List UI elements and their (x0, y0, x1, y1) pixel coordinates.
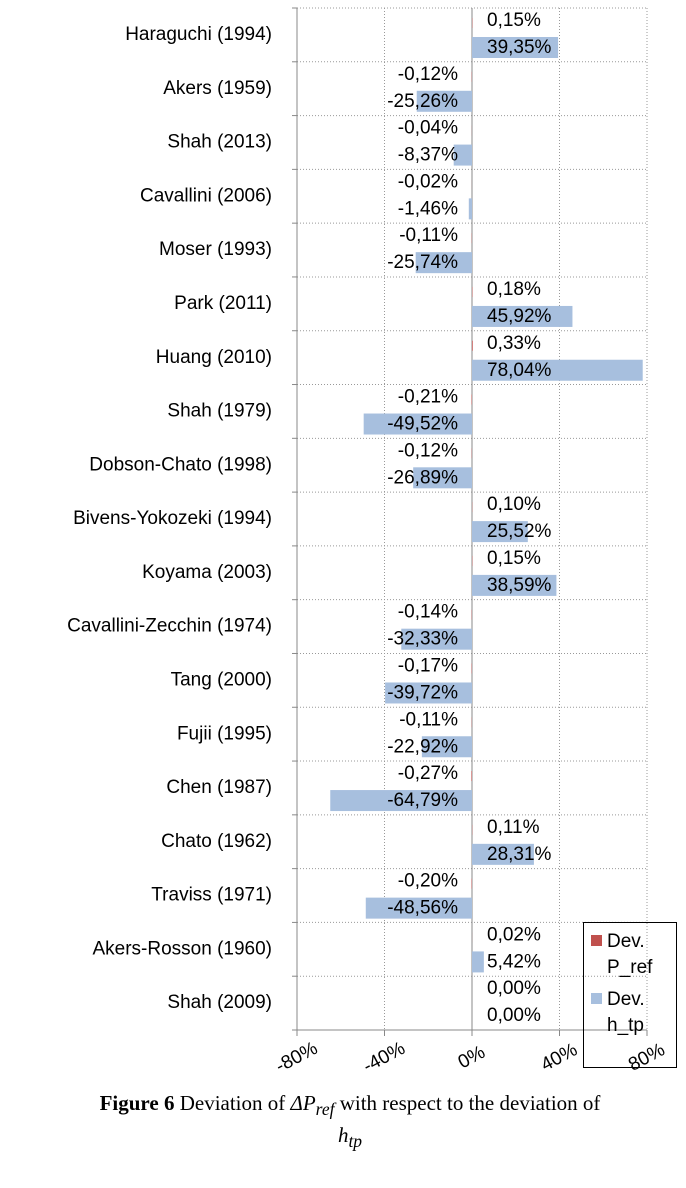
data-label: 0,00% (487, 978, 541, 999)
bar (472, 340, 473, 351)
y-tick-label: Dobson-Chato (1998) (89, 454, 272, 475)
y-tick-label: Fujii (1995) (177, 723, 272, 744)
y-tick-label: Akers-Rosson (1960) (92, 938, 272, 959)
y-tick-label: Shah (2009) (167, 992, 272, 1013)
data-label: 0,18% (487, 279, 541, 300)
legend-label: Dev. P_ref (607, 931, 653, 978)
y-tick-label: Chen (1987) (166, 777, 272, 798)
bar (363, 413, 472, 435)
data-label: -0,11% (399, 225, 458, 246)
caption: Figure 6 Deviation of ΔPref with respect… (60, 1090, 640, 1154)
bar (421, 736, 472, 758)
legend-swatch (591, 935, 602, 946)
caption-symbol-sub: ref (315, 1099, 335, 1120)
data-label: -0,14% (398, 602, 458, 623)
y-tick-label: Bivens-Yokozeki (1994) (73, 508, 272, 529)
bar (413, 467, 472, 489)
data-label: -0,17% (398, 655, 458, 676)
legend-label: Dev. h_tp (607, 989, 645, 1036)
data-label: -8,37% (398, 145, 458, 166)
bar (385, 682, 472, 704)
bar (415, 252, 472, 274)
data-label: 0,10% (487, 494, 541, 515)
y-tick-label: Traviss (1971) (151, 885, 272, 906)
x-tick-label: -80% (272, 1038, 321, 1077)
y-tick-label: Tang (2000) (171, 669, 272, 690)
data-label: 0,33% (487, 333, 541, 354)
caption-symbol: ΔP (290, 1091, 316, 1115)
caption-text: with respect to the deviation of (334, 1091, 601, 1115)
data-label: 28,31% (487, 844, 552, 865)
y-tick-label: Moser (1993) (159, 239, 272, 260)
bar (365, 897, 472, 919)
caption-symbol: h (337, 1123, 349, 1148)
y-tick-label: Shah (2013) (167, 132, 272, 153)
data-label: -32,33% (387, 629, 458, 650)
chart: -80% -40% 0% 40% 80%Haraguchi (1994)0,15%39,… (67, 7, 669, 1077)
y-tick-label: Shah (1979) (167, 401, 272, 422)
data-label: -0,20% (398, 871, 458, 892)
bar (472, 843, 534, 865)
data-label: 0,02% (487, 924, 541, 945)
y-tick-label: Cavallini (2006) (140, 185, 272, 206)
data-label: 0,15% (487, 10, 541, 31)
data-label: -26,89% (387, 467, 458, 488)
data-label: -48,56% (387, 898, 458, 919)
data-label: -0,21% (398, 387, 458, 408)
y-tick-label: Haraguchi (1994) (125, 24, 272, 45)
data-label: 38,59% (487, 575, 552, 596)
bar (330, 790, 472, 812)
data-label: -0,11% (399, 709, 458, 730)
legend-item: Dev. h_tp (588, 987, 672, 1039)
bar (472, 521, 528, 543)
data-label: 25,52% (487, 521, 552, 542)
data-label: -25,26% (387, 91, 458, 112)
bar (471, 771, 472, 782)
y-tick-label: Huang (2010) (156, 347, 272, 368)
legend: Dev. P_ref Dev. h_tp (583, 922, 677, 1068)
y-tick-label: Koyama (2003) (142, 562, 272, 583)
data-label: -25,74% (387, 252, 458, 273)
data-label: -1,46% (398, 198, 458, 219)
data-label: -0,04% (398, 118, 458, 139)
x-tick-label: 40% (538, 1039, 582, 1075)
caption-symbol-sub: tp (348, 1131, 363, 1152)
bar (472, 37, 559, 58)
y-tick-label: Chato (1962) (161, 831, 272, 852)
y-tick-label: Park (2011) (174, 293, 272, 314)
data-label: -0,12% (398, 64, 458, 85)
y-tick-label: Akers (1959) (163, 78, 272, 99)
bar (472, 359, 643, 381)
bar (472, 574, 557, 596)
data-label: 39,35% (487, 37, 552, 58)
legend-item: Dev. P_ref (588, 929, 672, 981)
data-label: 45,92% (487, 306, 552, 327)
data-label: -0,12% (398, 440, 458, 461)
bar (472, 951, 484, 973)
caption-label: Figure 6 (99, 1091, 175, 1115)
data-label: 78,04% (487, 360, 552, 381)
data-label: 0,15% (487, 548, 541, 569)
caption-text: Deviation of (174, 1091, 291, 1115)
data-label: 5,42% (487, 951, 541, 972)
y-tick-label: Cavallini-Zecchin (1974) (67, 616, 272, 637)
data-label: 0,00% (487, 1005, 541, 1026)
legend-swatch (591, 993, 602, 1004)
data-label: 0,11% (487, 817, 540, 838)
data-label: -0,27% (398, 763, 458, 784)
data-label: -49,52% (387, 414, 458, 435)
x-tick-label: 0% (455, 1042, 489, 1073)
bar (416, 90, 472, 112)
bar (453, 144, 472, 166)
bar (468, 198, 472, 220)
bar (401, 628, 472, 650)
x-tick-label: -40% (360, 1038, 409, 1077)
data-label: -39,72% (387, 682, 458, 703)
data-label: -64,79% (387, 790, 458, 811)
data-label: -22,92% (387, 736, 458, 757)
data-label: -0,02% (398, 171, 458, 192)
bar (472, 305, 573, 327)
